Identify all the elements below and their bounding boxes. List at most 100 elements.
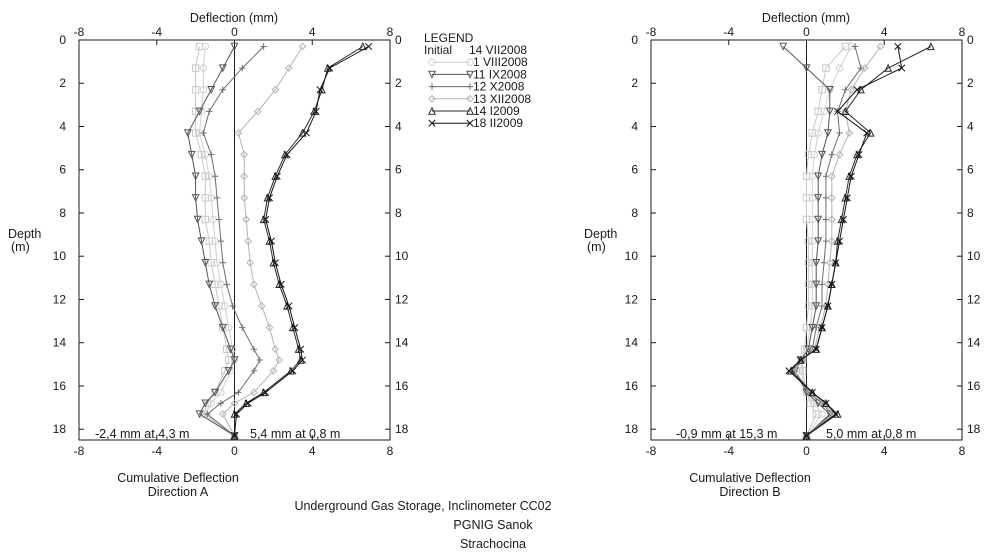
- x-tick-label-bottom: 8: [387, 444, 394, 458]
- data-point: [822, 64, 830, 72]
- data-point: [802, 215, 811, 224]
- y-tick-label-right: 14: [967, 336, 981, 350]
- data-point: [821, 398, 830, 407]
- series-line: [198, 46, 236, 437]
- right-annotation-min: -0,9 mm at 15,3 m: [676, 427, 777, 441]
- series-line: [222, 46, 303, 436]
- data-point: [211, 302, 220, 311]
- data-point: [224, 356, 233, 364]
- data-point: [239, 324, 246, 331]
- data-point: [271, 85, 280, 94]
- y-tick-label-left: 16: [53, 379, 67, 393]
- data-point: [285, 64, 293, 73]
- legend-marker-3: [428, 83, 436, 90]
- data-point: [242, 215, 251, 224]
- y-tick-label-right: 16: [395, 379, 409, 393]
- series-18-ii2009: [230, 42, 373, 440]
- data-point: [207, 399, 215, 407]
- series-11-ix2008: [183, 42, 239, 440]
- data-point: [191, 107, 200, 116]
- legend-entry-label: 11 IX2008: [473, 67, 527, 81]
- data-point: [806, 399, 815, 407]
- data-point: [244, 399, 252, 407]
- data-point: [836, 129, 843, 137]
- data-point: [235, 389, 242, 396]
- data-point: [845, 129, 854, 137]
- y-tick-label-right: 10: [395, 249, 409, 263]
- y-tick-label-right: 8: [967, 206, 974, 220]
- left-xlabel-line1: Cumulative Deflection: [117, 471, 239, 485]
- x-tick-label-bottom: 4: [309, 444, 316, 458]
- y-tick-label-right: 18: [967, 422, 981, 436]
- data-point: [250, 345, 258, 353]
- data-point: [234, 129, 243, 137]
- data-point: [211, 173, 219, 180]
- legend-title: LEGEND: [424, 31, 474, 45]
- x-tick-label-top: 0: [231, 25, 238, 39]
- y-tick-label-right: 0: [395, 33, 402, 47]
- data-point: [808, 302, 817, 310]
- y-tick-label-left: 12: [53, 292, 67, 306]
- data-point: [262, 388, 270, 396]
- data-point: [244, 237, 253, 245]
- data-point: [229, 302, 236, 310]
- data-point: [298, 42, 307, 51]
- y-tick-label-left: 2: [59, 76, 66, 90]
- x-tick-label-top: -4: [723, 25, 734, 39]
- data-point: [827, 193, 836, 202]
- data-point: [827, 172, 836, 181]
- data-point: [839, 215, 847, 224]
- data-point: [835, 64, 844, 72]
- data-point: [246, 258, 254, 267]
- data-point: [863, 129, 871, 137]
- y-tick-label-left: 18: [53, 422, 67, 436]
- legend-marker-end-2: [465, 70, 475, 79]
- data-point: [802, 431, 811, 440]
- data-point: [814, 237, 823, 246]
- data-point: [812, 344, 821, 353]
- data-point: [827, 237, 836, 245]
- data-point: [312, 107, 320, 115]
- data-point: [211, 280, 219, 289]
- data-point: [847, 172, 855, 180]
- data-point: [226, 345, 235, 354]
- data-point: [860, 64, 869, 73]
- y-tick-label-left: 2: [631, 76, 638, 90]
- data-point: [201, 42, 210, 51]
- legend-entry-label: 12 X2008: [473, 80, 525, 94]
- data-point: [206, 108, 213, 115]
- caption-line3: Strachocina: [460, 537, 526, 551]
- data-point: [835, 237, 844, 245]
- data-point: [240, 172, 249, 181]
- data-point: [825, 86, 834, 95]
- y-tick-label-right: 12: [967, 292, 981, 306]
- data-point: [218, 64, 227, 73]
- y-tick-label-right: 0: [967, 33, 974, 47]
- legend-marker-end-6: [466, 119, 474, 127]
- data-point: [191, 129, 200, 137]
- data-point: [779, 42, 788, 51]
- legend-marker-2: [427, 70, 437, 79]
- y-tick-label-right: 2: [395, 76, 402, 90]
- data-point: [223, 281, 230, 288]
- series-line: [782, 46, 831, 437]
- y-tick-label-left: 0: [631, 33, 638, 47]
- data-point: [191, 64, 200, 72]
- data-point: [195, 107, 204, 116]
- data-point: [239, 64, 246, 72]
- data-point: [267, 237, 275, 245]
- data-point: [221, 302, 229, 310]
- y-tick-label-left: 10: [625, 249, 639, 263]
- data-point: [205, 280, 214, 289]
- data-point: [876, 42, 885, 51]
- data-point: [808, 388, 817, 397]
- data-point: [230, 356, 239, 365]
- series-14-i2009: [786, 42, 935, 440]
- caption-line1: Underground Gas Storage, Inclinometer CC…: [294, 499, 551, 513]
- data-point: [808, 129, 817, 137]
- y-tick-label-left: 4: [631, 119, 638, 133]
- data-point: [232, 410, 240, 418]
- x-tick-label-bottom: -8: [74, 444, 85, 458]
- series-line: [187, 46, 236, 437]
- data-point: [841, 42, 850, 51]
